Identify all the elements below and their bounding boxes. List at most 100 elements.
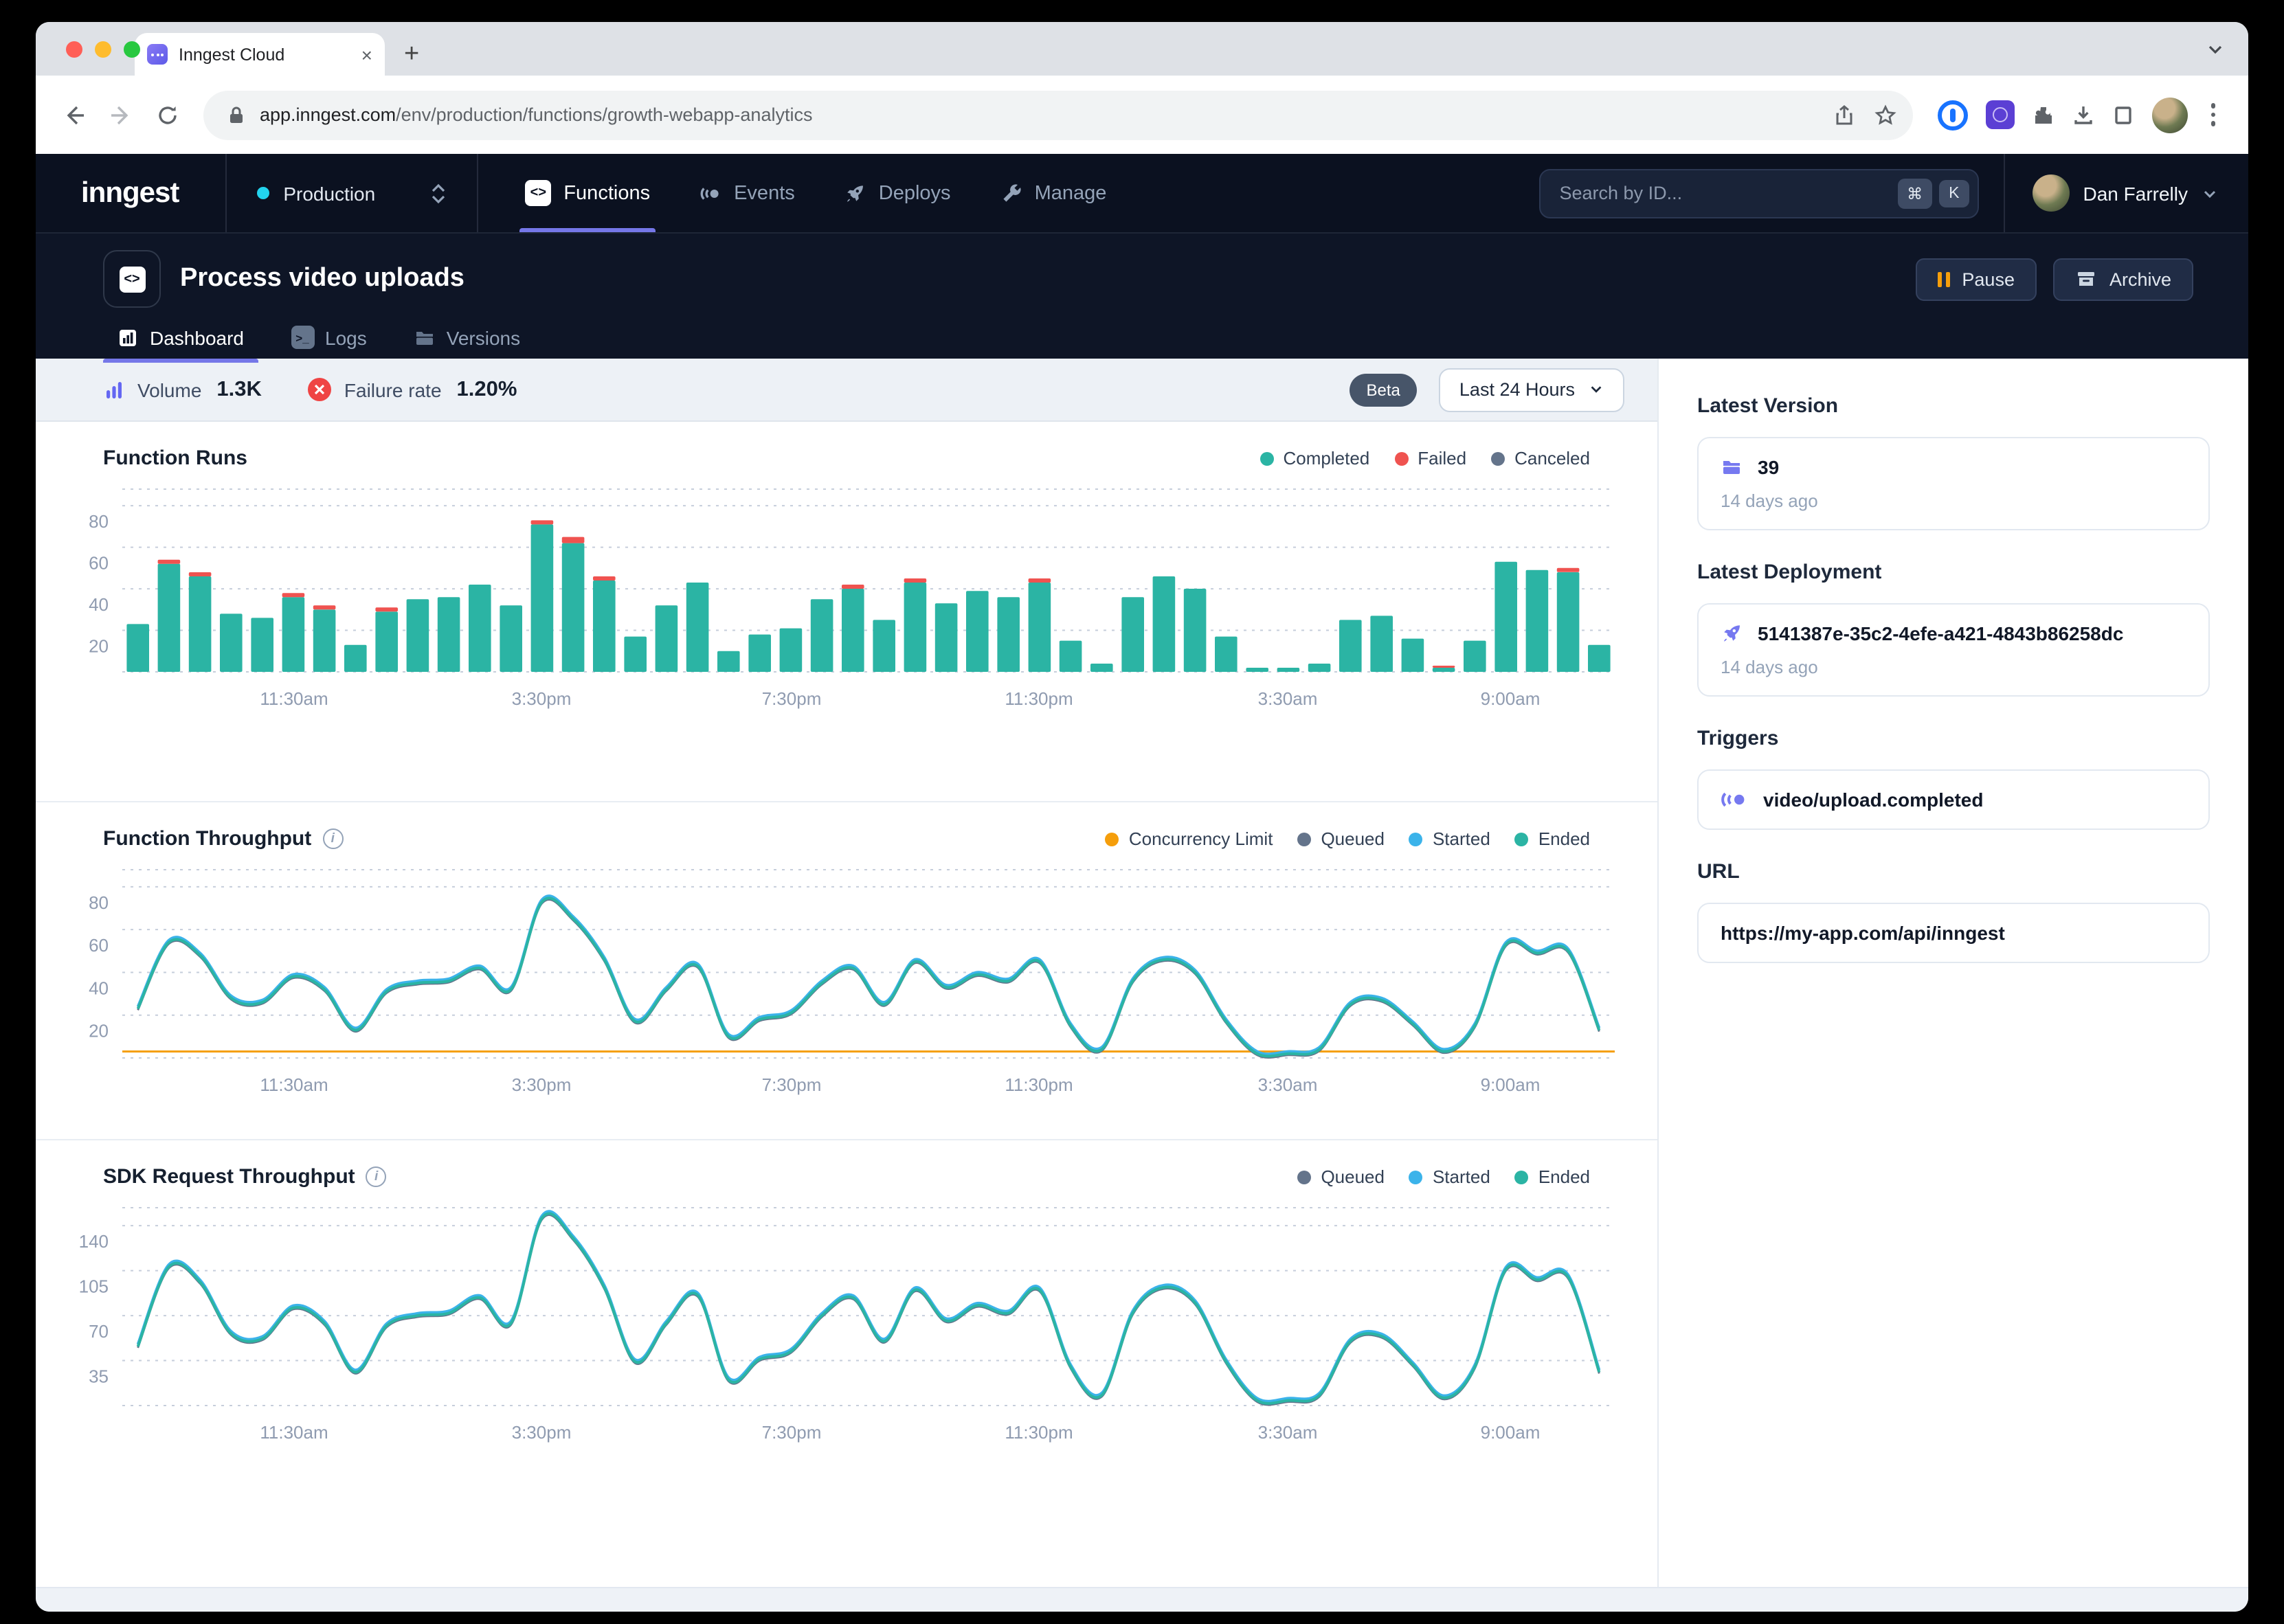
legend-item: Concurrency Limit — [1106, 828, 1273, 849]
new-tab-button[interactable]: + — [404, 41, 419, 67]
purple-extension-icon[interactable] — [1985, 100, 2014, 129]
trigger-card[interactable]: video/upload.completed — [1697, 769, 2210, 830]
deploys-rocket-icon — [844, 182, 866, 204]
function-runs-section: Function Runs CompletedFailedCanceled 20… — [36, 422, 1657, 802]
failure-rate-stat: Failure rate 1.20% — [309, 377, 517, 402]
nav-tabs: <> Functions Events — [478, 154, 1538, 232]
tab-versions[interactable]: Versions — [400, 313, 534, 361]
svg-text:60: 60 — [89, 553, 109, 574]
url-heading: URL — [1697, 860, 2210, 883]
main-column: Volume 1.3K Failure rate 1.20% Beta Last — [36, 359, 1657, 1587]
svg-text:3:30pm: 3:30pm — [512, 1422, 572, 1443]
archive-button[interactable]: Archive — [2053, 258, 2193, 300]
svg-text:9:00am: 9:00am — [1481, 1074, 1541, 1095]
latest-deployment-heading: Latest Deployment — [1697, 561, 2210, 584]
nav-item-events[interactable]: Events — [680, 154, 814, 232]
legend-dot — [1394, 451, 1408, 465]
url-card[interactable]: https://my-app.com/api/inngest — [1697, 903, 2210, 963]
range-chevron-down-icon — [1589, 382, 1604, 397]
lock-icon — [225, 104, 247, 126]
version-folder-icon — [1721, 456, 1743, 478]
dashboard-chart-icon — [117, 326, 139, 348]
app-navbar: inngest Production <> Functions — [36, 154, 2248, 232]
chart-legend: CompletedFailedCanceled — [1260, 448, 1590, 469]
svg-text:3:30am: 3:30am — [1258, 1074, 1318, 1095]
address-bar[interactable]: app.inngest.com/env/production/functions… — [203, 90, 1912, 139]
svg-text:60: 60 — [89, 935, 109, 956]
info-icon[interactable]: i — [322, 828, 343, 849]
deployment-hash: 5141387e-35c2-4efe-a421-4843b86258dc — [1758, 622, 2123, 644]
bookmark-star-icon[interactable] — [1874, 104, 1896, 126]
chart-title: Function Throughput i — [103, 827, 343, 850]
legend-dot — [1515, 1170, 1529, 1184]
events-wave-icon — [699, 182, 721, 204]
svg-text:20: 20 — [89, 636, 109, 657]
svg-text:40: 40 — [89, 594, 109, 615]
inngest-favicon — [147, 44, 168, 65]
page-title: Process video uploads — [180, 264, 1896, 294]
password-manager-extension-icon[interactable] — [1937, 100, 1967, 130]
reload-button[interactable] — [148, 95, 187, 134]
tab-close-icon[interactable]: × — [361, 45, 372, 64]
tab-title: Inngest Cloud — [179, 45, 350, 64]
sidebar-panel-icon[interactable] — [2112, 104, 2134, 126]
latest-version-heading: Latest Version — [1697, 394, 2210, 418]
zoom-window-button[interactable] — [124, 41, 140, 58]
function-throughput-chart: 2040608011:30am3:30pm7:30pm11:30pm3:30am… — [36, 856, 1657, 1107]
downloads-icon[interactable] — [2072, 104, 2094, 126]
legend-dot — [1297, 1170, 1311, 1184]
user-chevron-down-icon — [2202, 185, 2218, 201]
environment-switcher[interactable]: Production — [227, 154, 477, 232]
svg-text:105: 105 — [79, 1276, 109, 1297]
volume-value: 1.3K — [216, 377, 262, 402]
content-area: Volume 1.3K Failure rate 1.20% Beta Last — [36, 359, 2248, 1587]
failure-value: 1.20% — [457, 377, 517, 402]
search-box[interactable]: ⌘ K — [1539, 168, 1979, 218]
nav-item-deploys[interactable]: Deploys — [825, 154, 970, 232]
legend-item: Started — [1409, 828, 1490, 849]
legend-dot — [1409, 1170, 1423, 1184]
search-input[interactable] — [1560, 183, 1891, 203]
tab-dashboard[interactable]: Dashboard — [103, 313, 258, 361]
function-runs-chart: 2040608011:30am3:30pm7:30pm11:30pm3:30am… — [36, 475, 1657, 721]
svg-text:140: 140 — [79, 1231, 109, 1252]
svg-text:35: 35 — [89, 1366, 109, 1387]
function-icon-box: <> — [103, 250, 161, 308]
back-button[interactable] — [55, 95, 93, 134]
user-menu[interactable]: Dan Farrelly — [2004, 154, 2249, 232]
tab-logs[interactable]: >_ Logs — [277, 313, 381, 361]
svg-text:80: 80 — [89, 511, 109, 532]
latest-deployment-card[interactable]: 5141387e-35c2-4efe-a421-4843b86258dc 14 … — [1697, 603, 2210, 697]
browser-tab-strip: Inngest Cloud × + — [36, 22, 2248, 76]
page-header: <> Process video uploads Pause — [36, 232, 2248, 359]
nav-item-manage[interactable]: Manage — [981, 154, 1126, 232]
svg-text:9:00am: 9:00am — [1481, 1422, 1541, 1443]
function-throughput-section: Function Throughput i Concurrency LimitQ… — [36, 802, 1657, 1140]
volume-bars-icon — [103, 379, 125, 401]
pause-icon — [1937, 271, 1949, 286]
inngest-logo[interactable]: inngest — [36, 154, 225, 232]
pause-button[interactable]: Pause — [1915, 258, 2037, 300]
nav-item-functions[interactable]: <> Functions — [506, 154, 669, 232]
browser-menu-icon[interactable] — [2205, 104, 2221, 126]
svg-text:40: 40 — [89, 978, 109, 998]
failure-x-icon — [309, 378, 332, 401]
puzzle-extensions-icon[interactable] — [2032, 104, 2054, 126]
legend-dot — [1515, 832, 1529, 846]
browser-profile-avatar[interactable] — [2151, 97, 2187, 133]
forward-button[interactable] — [102, 95, 140, 134]
svg-text:11:30pm: 11:30pm — [1005, 1074, 1073, 1095]
share-icon[interactable] — [1833, 104, 1855, 126]
url-host: app.inngest.com — [260, 104, 396, 125]
functions-code-icon: <> — [525, 180, 551, 206]
info-icon[interactable]: i — [366, 1166, 387, 1187]
tab-search-chevron-icon[interactable] — [2204, 38, 2226, 67]
latest-version-card[interactable]: 39 14 days ago — [1697, 437, 2210, 530]
legend-dot — [1297, 832, 1311, 846]
browser-tab[interactable]: Inngest Cloud × — [135, 33, 385, 76]
url-path: /env/production/functions/growth-webapp-… — [396, 104, 812, 125]
minimize-window-button[interactable] — [95, 41, 111, 58]
time-range-select[interactable]: Last 24 Hours — [1439, 368, 1624, 411]
close-window-button[interactable] — [66, 41, 82, 58]
svg-text:11:30am: 11:30am — [260, 688, 328, 709]
